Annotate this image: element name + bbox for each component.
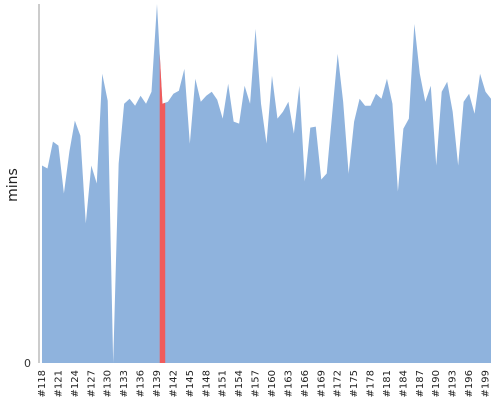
x-tick-label: #196 (464, 370, 475, 397)
series-area (42, 4, 491, 363)
x-tick-label: #172 (333, 370, 344, 397)
x-tick-label: #124 (70, 370, 81, 397)
y-axis-label: mins (5, 168, 21, 202)
x-tick-label: #163 (283, 370, 294, 397)
x-tick-label: #178 (366, 370, 377, 397)
x-tick-label: #157 (251, 370, 262, 397)
x-tick-label: #175 (349, 370, 360, 397)
x-tick-labels: #118 #121 #124 #127 #130 #133 #136 #139 #142 #145… (37, 370, 492, 397)
x-tick-label: #169 (316, 370, 327, 397)
highlight-area (159, 53, 166, 363)
x-tick-label: #127 (86, 370, 97, 397)
x-tick-label: #121 (53, 370, 64, 397)
y-tick-label: 0 (24, 357, 31, 370)
x-tick-label: #199 (481, 370, 492, 397)
x-tick-label: #166 (300, 370, 311, 397)
x-tick-label: #139 (152, 370, 163, 397)
x-tick-label: #193 (448, 370, 459, 397)
x-tick-label: #118 (37, 370, 48, 397)
plot-area (42, 4, 491, 363)
x-tick-label: #136 (136, 370, 147, 397)
x-tick-label: #184 (398, 370, 409, 397)
x-tick-label: #142 (168, 370, 179, 397)
x-tick-label: #190 (431, 370, 442, 397)
y-tick-labels: 0 (24, 357, 31, 370)
x-tick-label: #154 (234, 370, 245, 397)
x-tick-label: #130 (103, 370, 114, 397)
x-tick-label: #133 (119, 370, 130, 397)
x-tick-label: #145 (185, 370, 196, 397)
x-tick-label: #187 (415, 370, 426, 397)
x-tick-label: #181 (382, 370, 393, 397)
x-tick-label: #151 (218, 370, 229, 397)
x-tick-label: #160 (267, 370, 278, 397)
x-tick-label: #148 (201, 370, 212, 397)
